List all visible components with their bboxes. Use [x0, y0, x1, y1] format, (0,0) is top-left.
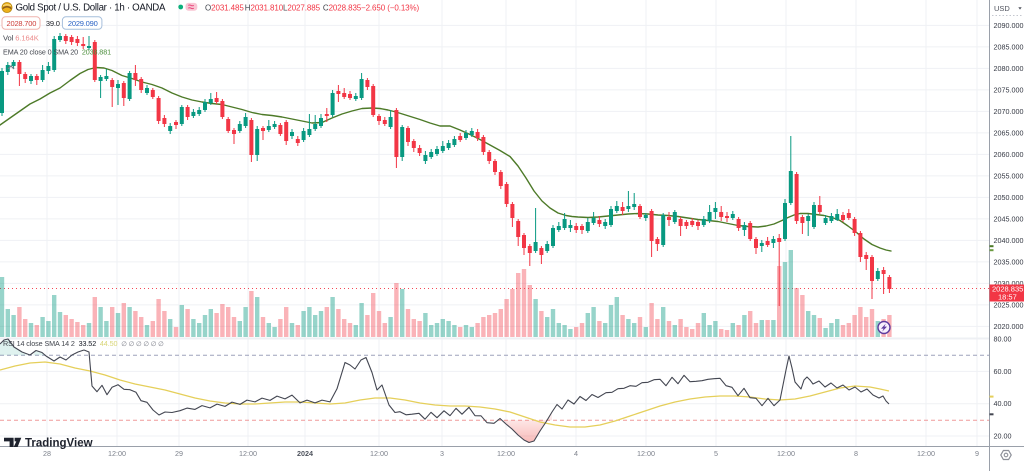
svg-text:2020.000: 2020.000 — [994, 322, 1024, 331]
svg-text:4: 4 — [574, 449, 578, 458]
svg-text:2028.835: 2028.835 — [992, 285, 1023, 294]
svg-text:2050.000: 2050.000 — [994, 193, 1024, 202]
svg-text:3: 3 — [440, 449, 444, 458]
svg-text:H2031.810: H2031.810 — [245, 4, 284, 13]
svg-text:12:00: 12:00 — [777, 449, 795, 458]
svg-text:L2027.885: L2027.885 — [283, 4, 321, 13]
svg-text:40.00: 40.00 — [994, 399, 1012, 408]
svg-text:RSI 14 close SMA 14 2 33.52: RSI 14 close SMA 14 2 33.52 44.50 ∅ ∅ ∅ … — [3, 339, 164, 348]
svg-text:12:00: 12:00 — [497, 449, 515, 458]
svg-text:39.0: 39.0 — [46, 19, 60, 28]
svg-text:2029.090: 2029.090 — [68, 19, 98, 28]
svg-text:C2028.835: C2028.835 — [323, 4, 362, 13]
svg-text:28: 28 — [43, 449, 51, 458]
svg-text:2024: 2024 — [297, 449, 313, 458]
svg-text:2090.000: 2090.000 — [994, 21, 1024, 30]
svg-text:−2.650 (−0.13%): −2.650 (−0.13%) — [361, 4, 420, 13]
svg-text:60.00: 60.00 — [994, 367, 1012, 376]
svg-text:12:00: 12:00 — [637, 449, 655, 458]
svg-text:18:57: 18:57 — [998, 293, 1017, 302]
svg-text:USD: USD — [994, 4, 1010, 13]
svg-text:2080.000: 2080.000 — [994, 64, 1024, 73]
svg-text:20.00: 20.00 — [994, 432, 1012, 441]
svg-text:2040.000: 2040.000 — [994, 236, 1024, 245]
svg-text:EMA 20 close 0 SMA 20 2038.88: EMA 20 close 0 SMA 20 2038.881 — [3, 48, 111, 57]
svg-text:12:00: 12:00 — [917, 449, 935, 458]
svg-text:9: 9 — [975, 449, 979, 458]
svg-text:Vol 6.164K: Vol 6.164K — [3, 33, 39, 42]
svg-text:2045.000: 2045.000 — [994, 214, 1024, 223]
svg-text:2075.000: 2075.000 — [994, 85, 1024, 94]
svg-text:80.00: 80.00 — [994, 335, 1012, 344]
svg-text:2060.000: 2060.000 — [994, 150, 1024, 159]
svg-text:2085.000: 2085.000 — [994, 42, 1024, 51]
svg-text:2035.000: 2035.000 — [994, 257, 1024, 266]
svg-text:Gold Spot / U.S. Dollar · 1h ·: Gold Spot / U.S. Dollar · 1h · OANDA — [16, 3, 166, 14]
svg-text:O2031.485: O2031.485 — [205, 4, 244, 13]
svg-text:12:00: 12:00 — [239, 449, 257, 458]
svg-text:2065.000: 2065.000 — [994, 128, 1024, 137]
svg-text:12:00: 12:00 — [370, 449, 388, 458]
svg-text:2055.000: 2055.000 — [994, 171, 1024, 180]
svg-text:29: 29 — [175, 449, 183, 458]
svg-text:8: 8 — [854, 449, 858, 458]
svg-text:TradingView: TradingView — [25, 438, 93, 450]
svg-text:2028.700: 2028.700 — [7, 19, 37, 28]
svg-text:2070.000: 2070.000 — [994, 107, 1024, 116]
svg-text:5: 5 — [714, 449, 718, 458]
svg-text:2030.000: 2030.000 — [994, 279, 1024, 288]
svg-text:2025.000: 2025.000 — [994, 300, 1024, 309]
svg-text:12:00: 12:00 — [108, 449, 126, 458]
